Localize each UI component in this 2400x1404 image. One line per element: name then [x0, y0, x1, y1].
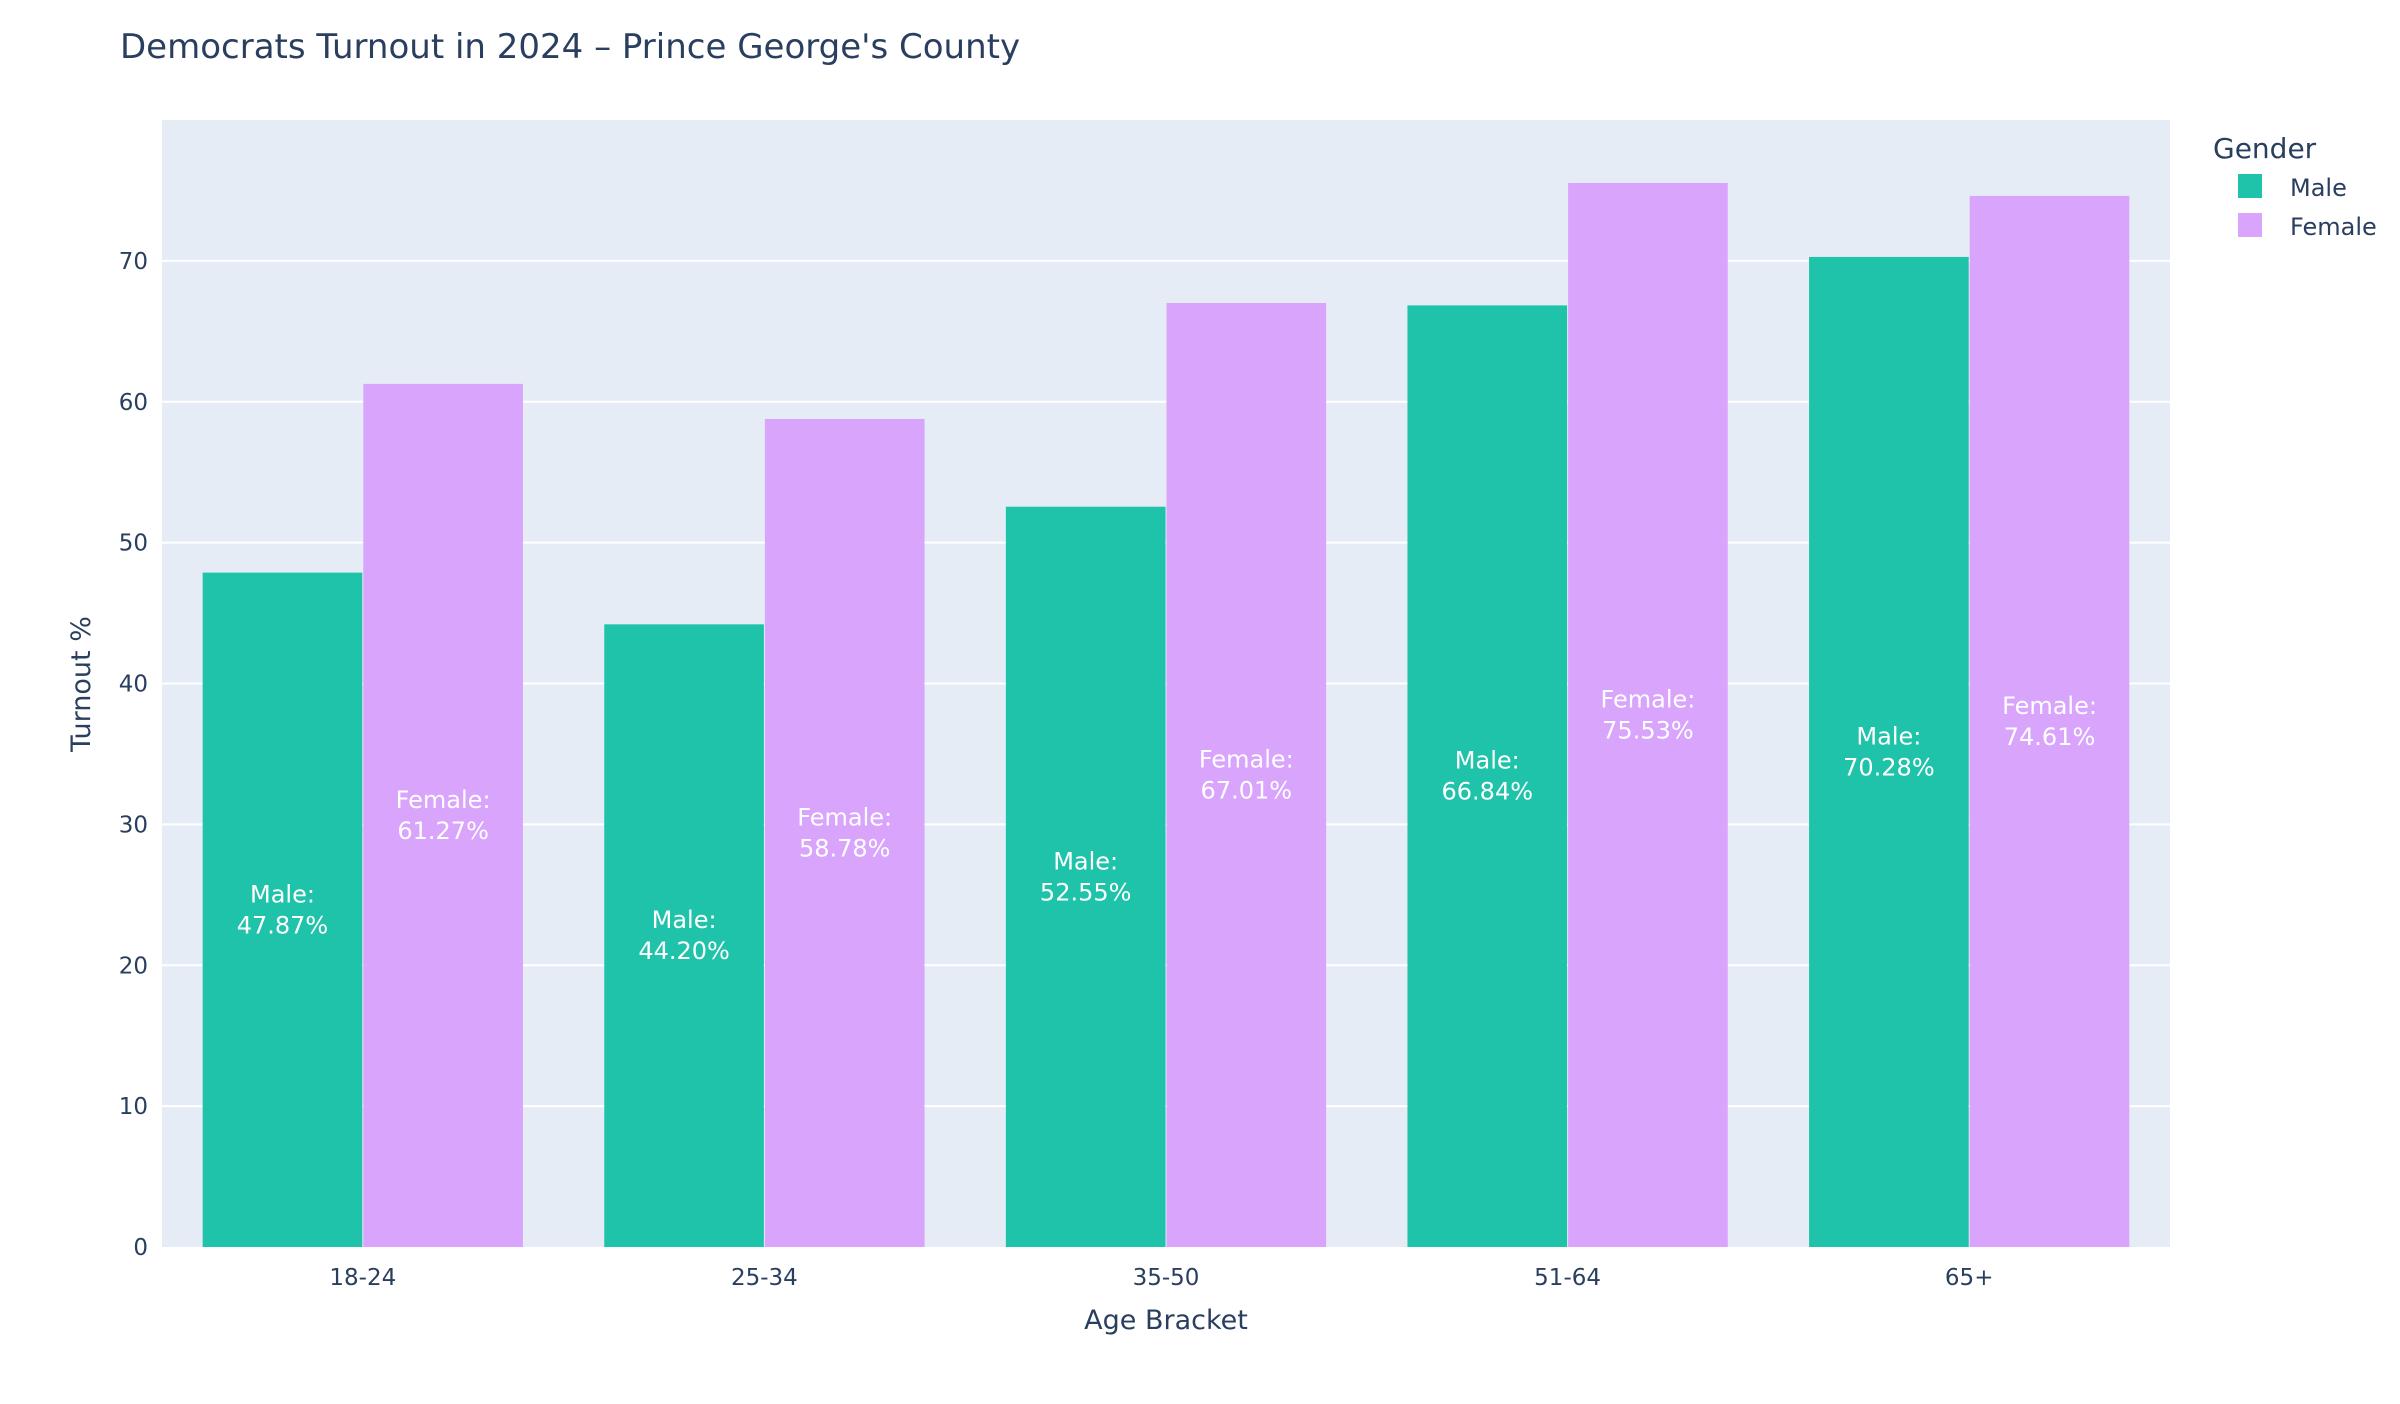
bar-female-65+[interactable] — [1969, 195, 2130, 1247]
legend-swatch-female — [2238, 213, 2262, 237]
bar-male-51-64[interactable] — [1407, 305, 1568, 1248]
bar-female-35-50[interactable] — [1166, 302, 1327, 1248]
bar-label-male-51-64: Male: 66.84% — [1442, 747, 1534, 806]
y-tick-label: 20 — [119, 953, 148, 979]
bar-male-25-34[interactable] — [604, 624, 764, 1247]
x-tick-label: 18-24 — [329, 1265, 396, 1291]
y-tick-label: 40 — [119, 672, 148, 698]
bar-male-18-24[interactable] — [202, 572, 363, 1247]
legend-label-female: Female — [2290, 213, 2377, 241]
bar-male-35-50[interactable] — [1005, 506, 1166, 1247]
y-tick-label: 0 — [133, 1235, 148, 1261]
x-tick-label: 35-50 — [1133, 1265, 1200, 1291]
legend-label-male: Male — [2290, 174, 2347, 202]
bar-female-18-24[interactable] — [363, 383, 523, 1247]
bar-label-male-25-34: Male: 44.20% — [638, 906, 730, 965]
legend: Gender Male Female — [2213, 132, 2377, 241]
bar-label-female-35-50: Female: 67.01% — [1199, 745, 1294, 804]
x-tick-label: 51-64 — [1534, 1265, 1601, 1291]
x-tick-label: 25-34 — [731, 1265, 798, 1291]
bar-label-female-25-34: Female: 58.78% — [797, 803, 892, 862]
bars — [202, 182, 2130, 1248]
legend-item-female[interactable]: Female — [2238, 213, 2377, 241]
chart-title: Democrats Turnout in 2024 – Prince Georg… — [120, 27, 1020, 67]
x-axis-label: Age Bracket — [1084, 1305, 1248, 1336]
x-tick-labels: 18-24 25-34 35-50 51-64 65+ — [329, 1265, 1993, 1291]
bar-label-male-35-50: Male: 52.55% — [1040, 847, 1132, 906]
bar-label-female-18-24: Female: 61.27% — [396, 786, 491, 845]
bar-label-female-51-64: Female: 75.53% — [1600, 685, 1695, 744]
y-tick-label: 70 — [119, 249, 148, 275]
bar-female-51-64[interactable] — [1568, 182, 1728, 1247]
y-axis-label: Turnout % — [66, 616, 97, 753]
legend-swatch-male — [2238, 174, 2262, 198]
y-tick-label: 10 — [119, 1094, 148, 1120]
bar-label-female-65+: Female: 74.61% — [2002, 692, 2097, 751]
bar-female-25-34[interactable] — [764, 418, 925, 1247]
y-tick-label: 60 — [119, 390, 148, 416]
bar-labels: Male: 47.87% Female: 61.27% Male: 44.20% Femal… — [237, 685, 2097, 965]
legend-item-male[interactable]: Male — [2238, 174, 2347, 202]
x-tick-label: 65+ — [1945, 1265, 1994, 1291]
y-tick-label: 50 — [119, 531, 148, 557]
y-tick-labels: 0 10 20 30 40 50 60 70 — [119, 249, 148, 1261]
legend-title: Gender — [2213, 132, 2317, 165]
y-tick-label: 30 — [119, 812, 148, 838]
bar-label-male-18-24: Male: 47.87% — [237, 880, 329, 939]
bar-male-65+[interactable] — [1809, 256, 1969, 1247]
bar-label-male-65+: Male: 70.28% — [1843, 722, 1935, 781]
